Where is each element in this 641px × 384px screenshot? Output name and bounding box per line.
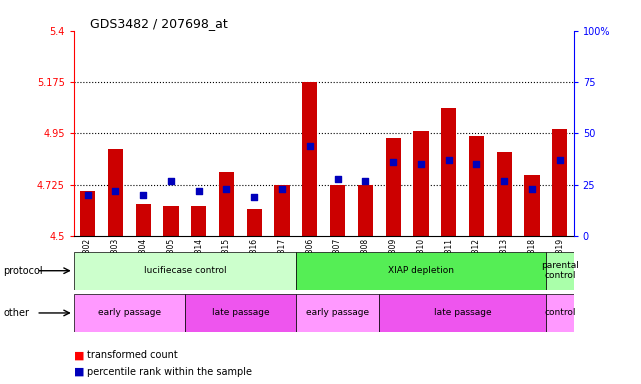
Point bbox=[444, 157, 454, 163]
Bar bbox=[274, 185, 290, 236]
Bar bbox=[546, 294, 574, 332]
Bar bbox=[441, 108, 456, 236]
Bar bbox=[524, 175, 540, 236]
Point bbox=[471, 161, 481, 167]
Bar bbox=[413, 131, 429, 236]
Point bbox=[221, 186, 231, 192]
Point bbox=[416, 161, 426, 167]
Point bbox=[166, 178, 176, 184]
Bar bbox=[191, 207, 206, 236]
Text: GDS3482 / 207698_at: GDS3482 / 207698_at bbox=[90, 17, 228, 30]
Bar bbox=[497, 152, 512, 236]
Text: late passage: late passage bbox=[212, 308, 269, 318]
Bar bbox=[379, 294, 546, 332]
Point bbox=[110, 188, 121, 194]
Bar bbox=[552, 129, 567, 236]
Point bbox=[554, 157, 565, 163]
Bar bbox=[219, 172, 234, 236]
Point bbox=[360, 178, 370, 184]
Text: ■: ■ bbox=[74, 367, 84, 377]
Point bbox=[333, 175, 343, 182]
Point bbox=[83, 192, 93, 198]
Point bbox=[304, 143, 315, 149]
Bar bbox=[302, 82, 317, 236]
Point bbox=[527, 186, 537, 192]
Text: ■: ■ bbox=[74, 350, 84, 360]
Point bbox=[249, 194, 260, 200]
Text: early passage: early passage bbox=[97, 308, 161, 318]
Bar bbox=[163, 207, 179, 236]
Bar bbox=[296, 294, 379, 332]
Bar bbox=[185, 294, 296, 332]
Text: early passage: early passage bbox=[306, 308, 369, 318]
Bar bbox=[74, 252, 296, 290]
Point bbox=[388, 159, 398, 165]
Text: percentile rank within the sample: percentile rank within the sample bbox=[87, 367, 251, 377]
Text: protocol: protocol bbox=[3, 266, 43, 276]
Point bbox=[499, 178, 510, 184]
Text: control: control bbox=[544, 308, 576, 318]
Text: parental
control: parental control bbox=[541, 261, 579, 280]
Bar bbox=[469, 136, 484, 236]
Bar bbox=[385, 138, 401, 236]
Bar bbox=[74, 294, 185, 332]
Bar bbox=[108, 149, 123, 236]
Bar bbox=[330, 185, 345, 236]
Text: other: other bbox=[3, 308, 29, 318]
Text: late passage: late passage bbox=[434, 308, 492, 318]
Point bbox=[277, 186, 287, 192]
Text: XIAP depletion: XIAP depletion bbox=[388, 266, 454, 275]
Bar bbox=[247, 209, 262, 236]
Bar bbox=[135, 204, 151, 236]
Text: transformed count: transformed count bbox=[87, 350, 178, 360]
Bar bbox=[80, 190, 96, 236]
Bar bbox=[358, 185, 373, 236]
Point bbox=[194, 188, 204, 194]
Text: lucifiecase control: lucifiecase control bbox=[144, 266, 226, 275]
Bar bbox=[296, 252, 546, 290]
Point bbox=[138, 192, 148, 198]
Bar bbox=[546, 252, 574, 290]
